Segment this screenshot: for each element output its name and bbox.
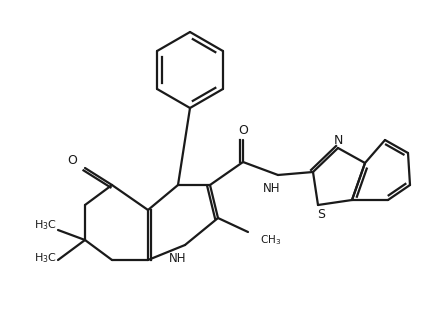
Text: N: N (333, 134, 343, 147)
Text: NH: NH (169, 252, 187, 265)
Text: O: O (238, 123, 248, 136)
Text: S: S (317, 209, 325, 222)
Text: O: O (67, 155, 77, 168)
Text: CH$_3$: CH$_3$ (260, 233, 281, 247)
Text: H$_3$C: H$_3$C (34, 251, 56, 265)
Text: NH: NH (263, 182, 281, 195)
Text: H$_3$C: H$_3$C (34, 218, 56, 232)
